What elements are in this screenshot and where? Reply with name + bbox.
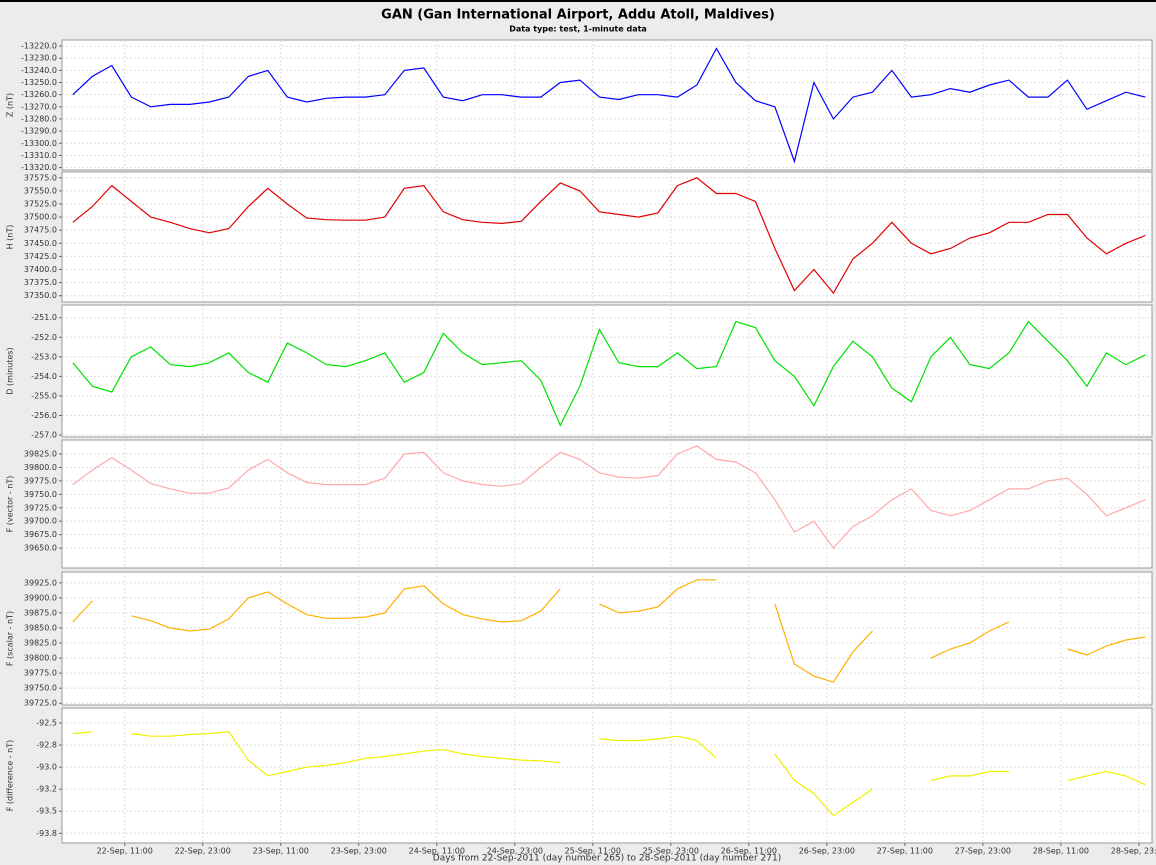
y-axis-label: F (vector - nT)	[6, 476, 15, 533]
y-tick-label: 37525.0	[24, 199, 57, 208]
data-line	[72, 731, 1146, 817]
y-tick-label: 39900.0	[24, 593, 57, 602]
y-tick-label: -13270.0	[21, 102, 57, 111]
y-tick-label: -13310.0	[21, 151, 57, 160]
y-axis-label: F (difference - nT)	[6, 740, 15, 811]
y-tick-label: -93.0	[36, 763, 57, 772]
y-tick-label: 37500.0	[24, 213, 57, 222]
y-tick-label: -93.8	[36, 829, 57, 838]
y-tick-label: 37425.0	[24, 252, 57, 261]
plot-area	[61, 707, 1153, 844]
y-tick-label: -252.0	[31, 333, 57, 342]
data-line	[72, 445, 1146, 550]
y-tick-label: -92.8	[36, 741, 57, 750]
y-tick-label: -13290.0	[21, 127, 57, 136]
x-tick-label: 28-Sep, 23:00	[1111, 847, 1156, 856]
y-tick-label: -255.0	[31, 391, 57, 400]
y-tick-label: 39650.0	[24, 544, 57, 553]
x-tick-label: 25-Sep, 11:00	[565, 847, 621, 856]
top-border	[0, 0, 1156, 2]
plot-area	[61, 571, 1153, 706]
y-axis-label: D (minutes)	[6, 347, 15, 394]
x-tick-label: 23-Sep, 11:00	[253, 847, 309, 856]
y-tick-label: 39800.0	[24, 463, 57, 472]
plot-area	[61, 304, 1153, 438]
x-tick-label: 24-Sep, 23:00	[487, 847, 543, 856]
y-tick-label: 37475.0	[24, 226, 57, 235]
y-tick-label: 39700.0	[24, 517, 57, 526]
y-axis-label: Z (nT)	[6, 93, 15, 117]
data-line	[72, 47, 1146, 164]
x-tick-label: 27-Sep, 11:00	[877, 847, 933, 856]
x-tick-label: 22-Sep, 11:00	[97, 847, 153, 856]
y-axis-label: F (scalar - nT)	[6, 611, 15, 666]
x-tick-label: 28-Sep, 11:00	[1033, 847, 1089, 856]
chart-title: GAN (Gan International Airport, Addu Ato…	[381, 8, 775, 23]
y-tick-label: -93.2	[36, 785, 57, 794]
x-tick-label: 23-Sep, 23:00	[331, 847, 387, 856]
y-tick-label: 37450.0	[24, 239, 57, 248]
y-tick-label: -92.5	[36, 719, 57, 728]
x-tick-label: 27-Sep, 23:00	[955, 847, 1011, 856]
y-tick-label: 39775.0	[24, 476, 57, 485]
x-axis-label: Days from 22-Sep-2011 (day number 265) t…	[433, 854, 781, 864]
y-tick-label: -13230.0	[21, 54, 57, 63]
y-tick-label: 39825.0	[24, 639, 57, 648]
y-tick-label: 39925.0	[24, 578, 57, 587]
y-tick-label: -13280.0	[21, 114, 57, 123]
x-tick-label: 26-Sep, 23:00	[799, 847, 855, 856]
y-tick-label: 37550.0	[24, 186, 57, 195]
y-tick-label: 37400.0	[24, 265, 57, 274]
x-tick-label: 26-Sep, 11:00	[721, 847, 777, 856]
plot-area	[61, 39, 1153, 171]
y-tick-label: -251.0	[31, 313, 57, 322]
data-line	[72, 320, 1146, 427]
x-tick-label: 22-Sep, 23:00	[175, 847, 231, 856]
y-tick-label: 39750.0	[24, 490, 57, 499]
data-line	[72, 579, 1146, 683]
plot-area	[61, 439, 1153, 569]
x-tick-label: 25-Sep, 23:00	[643, 847, 699, 856]
y-tick-label: 39875.0	[24, 608, 57, 617]
y-tick-label: 39675.0	[24, 530, 57, 539]
y-tick-label: -13260.0	[21, 90, 57, 99]
y-tick-label: 39750.0	[24, 684, 57, 693]
y-tick-label: -13300.0	[21, 139, 57, 148]
y-tick-label: -13250.0	[21, 78, 57, 87]
y-tick-label: 39775.0	[24, 669, 57, 678]
y-tick-label: -13220.0	[21, 42, 57, 51]
y-tick-label: -13240.0	[21, 66, 57, 75]
y-tick-label: 37375.0	[24, 278, 57, 287]
y-tick-label: 37575.0	[24, 173, 57, 182]
y-tick-label: -13320.0	[21, 163, 57, 172]
y-tick-label: 39850.0	[24, 623, 57, 632]
y-tick-label: -257.0	[31, 431, 57, 440]
y-tick-label: 39825.0	[24, 449, 57, 458]
y-tick-label: 37350.0	[24, 291, 57, 300]
y-tick-label: -253.0	[31, 352, 57, 361]
data-line	[72, 177, 1146, 295]
y-tick-label: 39725.0	[24, 699, 57, 708]
y-tick-label: -256.0	[31, 411, 57, 420]
y-tick-label: 39800.0	[24, 654, 57, 663]
y-tick-label: -93.5	[36, 807, 57, 816]
y-axis-label: H (nT)	[6, 225, 15, 250]
x-tick-label: 24-Sep, 11:00	[409, 847, 465, 856]
y-tick-label: 39725.0	[24, 503, 57, 512]
y-tick-label: -254.0	[31, 372, 57, 381]
plot-area	[61, 171, 1153, 303]
chart-subtitle: Data type: test, 1-minute data	[509, 25, 647, 34]
